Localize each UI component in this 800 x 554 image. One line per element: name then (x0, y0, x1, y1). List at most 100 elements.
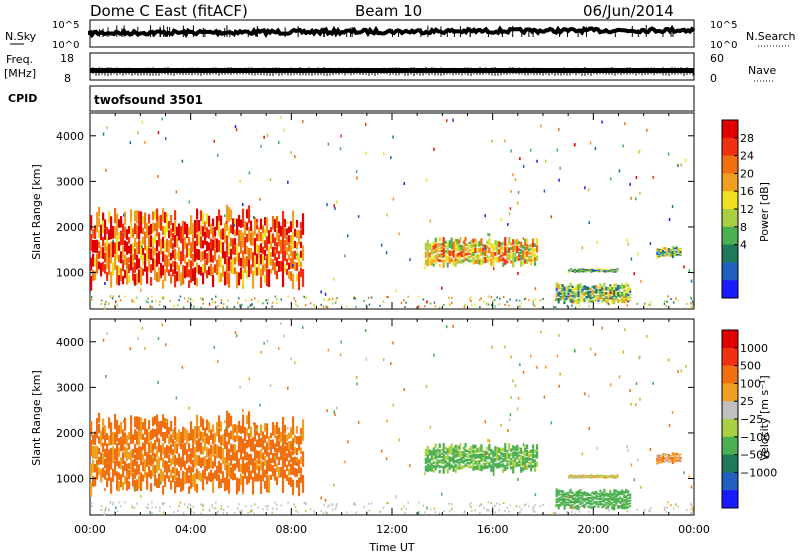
range-cell (115, 471, 119, 491)
range-cell (283, 239, 287, 250)
range-cell (460, 244, 463, 251)
range-cell (514, 446, 517, 451)
range-cell (261, 452, 265, 461)
scatter-cell (601, 120, 603, 124)
range-cell (201, 272, 205, 285)
range-cell (127, 226, 131, 234)
range-cell (195, 277, 199, 287)
scatter-cell (333, 483, 335, 487)
range-cell (614, 475, 617, 477)
range-cell (502, 468, 505, 473)
ground-cell (615, 504, 617, 507)
ground-cell (222, 306, 225, 309)
range-cell (494, 451, 497, 457)
range-cell (597, 287, 600, 289)
range-cell (205, 459, 209, 471)
range-cell (598, 474, 601, 476)
range-cell (279, 445, 283, 460)
range-cell (201, 418, 205, 431)
range-cell (217, 415, 221, 428)
range-cell (555, 294, 558, 298)
range-cell (121, 232, 125, 246)
range-cell (520, 248, 523, 255)
ground-cell (691, 305, 693, 308)
range-cell (610, 476, 613, 478)
range-cell (629, 502, 632, 505)
range-cell (263, 423, 267, 432)
range-cell (103, 228, 107, 240)
scatter-cell (357, 215, 360, 219)
ground-cell (463, 511, 466, 514)
scatter-cell (252, 216, 255, 220)
range-cell (660, 250, 663, 252)
range-cell (211, 472, 215, 481)
range-cell (598, 475, 601, 477)
range-cell (255, 439, 259, 448)
range-cell (105, 433, 109, 441)
range-cell (601, 294, 604, 297)
range-cell (530, 458, 533, 461)
range-cell (424, 448, 427, 457)
scatter-cell (573, 143, 576, 147)
range-cell (609, 492, 612, 496)
range-cell (462, 465, 465, 469)
ground-cell (532, 299, 535, 302)
range-cell (578, 477, 581, 479)
ground-cell (241, 303, 243, 306)
scatter-cell (165, 419, 168, 423)
range-cell (197, 471, 201, 481)
range-cell (432, 245, 435, 250)
ground-cell (309, 302, 312, 305)
scatter-cell (159, 481, 162, 485)
scatter-cell (364, 122, 367, 126)
range-cell (432, 250, 435, 254)
range-cell (677, 253, 680, 256)
range-cell (530, 453, 533, 457)
range-cell (247, 247, 251, 260)
range-cell (444, 451, 447, 455)
range-cell (223, 251, 227, 265)
range-cell (535, 255, 539, 261)
range-cell (565, 297, 568, 300)
noise-trace-line (88, 24, 696, 39)
range-cell (261, 225, 265, 233)
range-cell (161, 251, 165, 262)
ground-cell (532, 303, 535, 306)
scatter-cell (459, 442, 462, 446)
range-cell (135, 210, 139, 224)
range-cell (533, 454, 537, 458)
scatter-cell (264, 255, 267, 259)
ground-cell (572, 507, 574, 510)
range-cell (599, 294, 602, 297)
range-cell (593, 491, 596, 496)
range-cell (533, 459, 537, 463)
range-cell (259, 482, 263, 494)
range-cell (601, 491, 604, 494)
range-cell (559, 295, 562, 298)
ground-cell (422, 504, 425, 507)
scatter-cell (216, 359, 219, 363)
scatter-cell (277, 141, 280, 145)
range-cell (587, 290, 590, 295)
range-cell (574, 269, 577, 271)
range-cell (279, 260, 283, 272)
range-cell (608, 269, 611, 271)
scatter-cell (294, 361, 296, 365)
range-cell (524, 452, 527, 457)
range-cell (478, 254, 481, 259)
range-cell (474, 248, 477, 254)
range-cell (610, 474, 613, 476)
ground-cell (145, 506, 148, 509)
scatter-cell (287, 220, 289, 224)
range-cell (444, 240, 447, 244)
range-cell (163, 418, 167, 429)
scatter-cell (507, 223, 509, 227)
range-cell (508, 247, 511, 253)
range-cell (596, 269, 599, 271)
range-cell (235, 244, 239, 262)
range-cell (237, 435, 241, 453)
range-cell (265, 217, 269, 233)
ground-cell (405, 507, 407, 510)
range-cell (480, 238, 483, 246)
